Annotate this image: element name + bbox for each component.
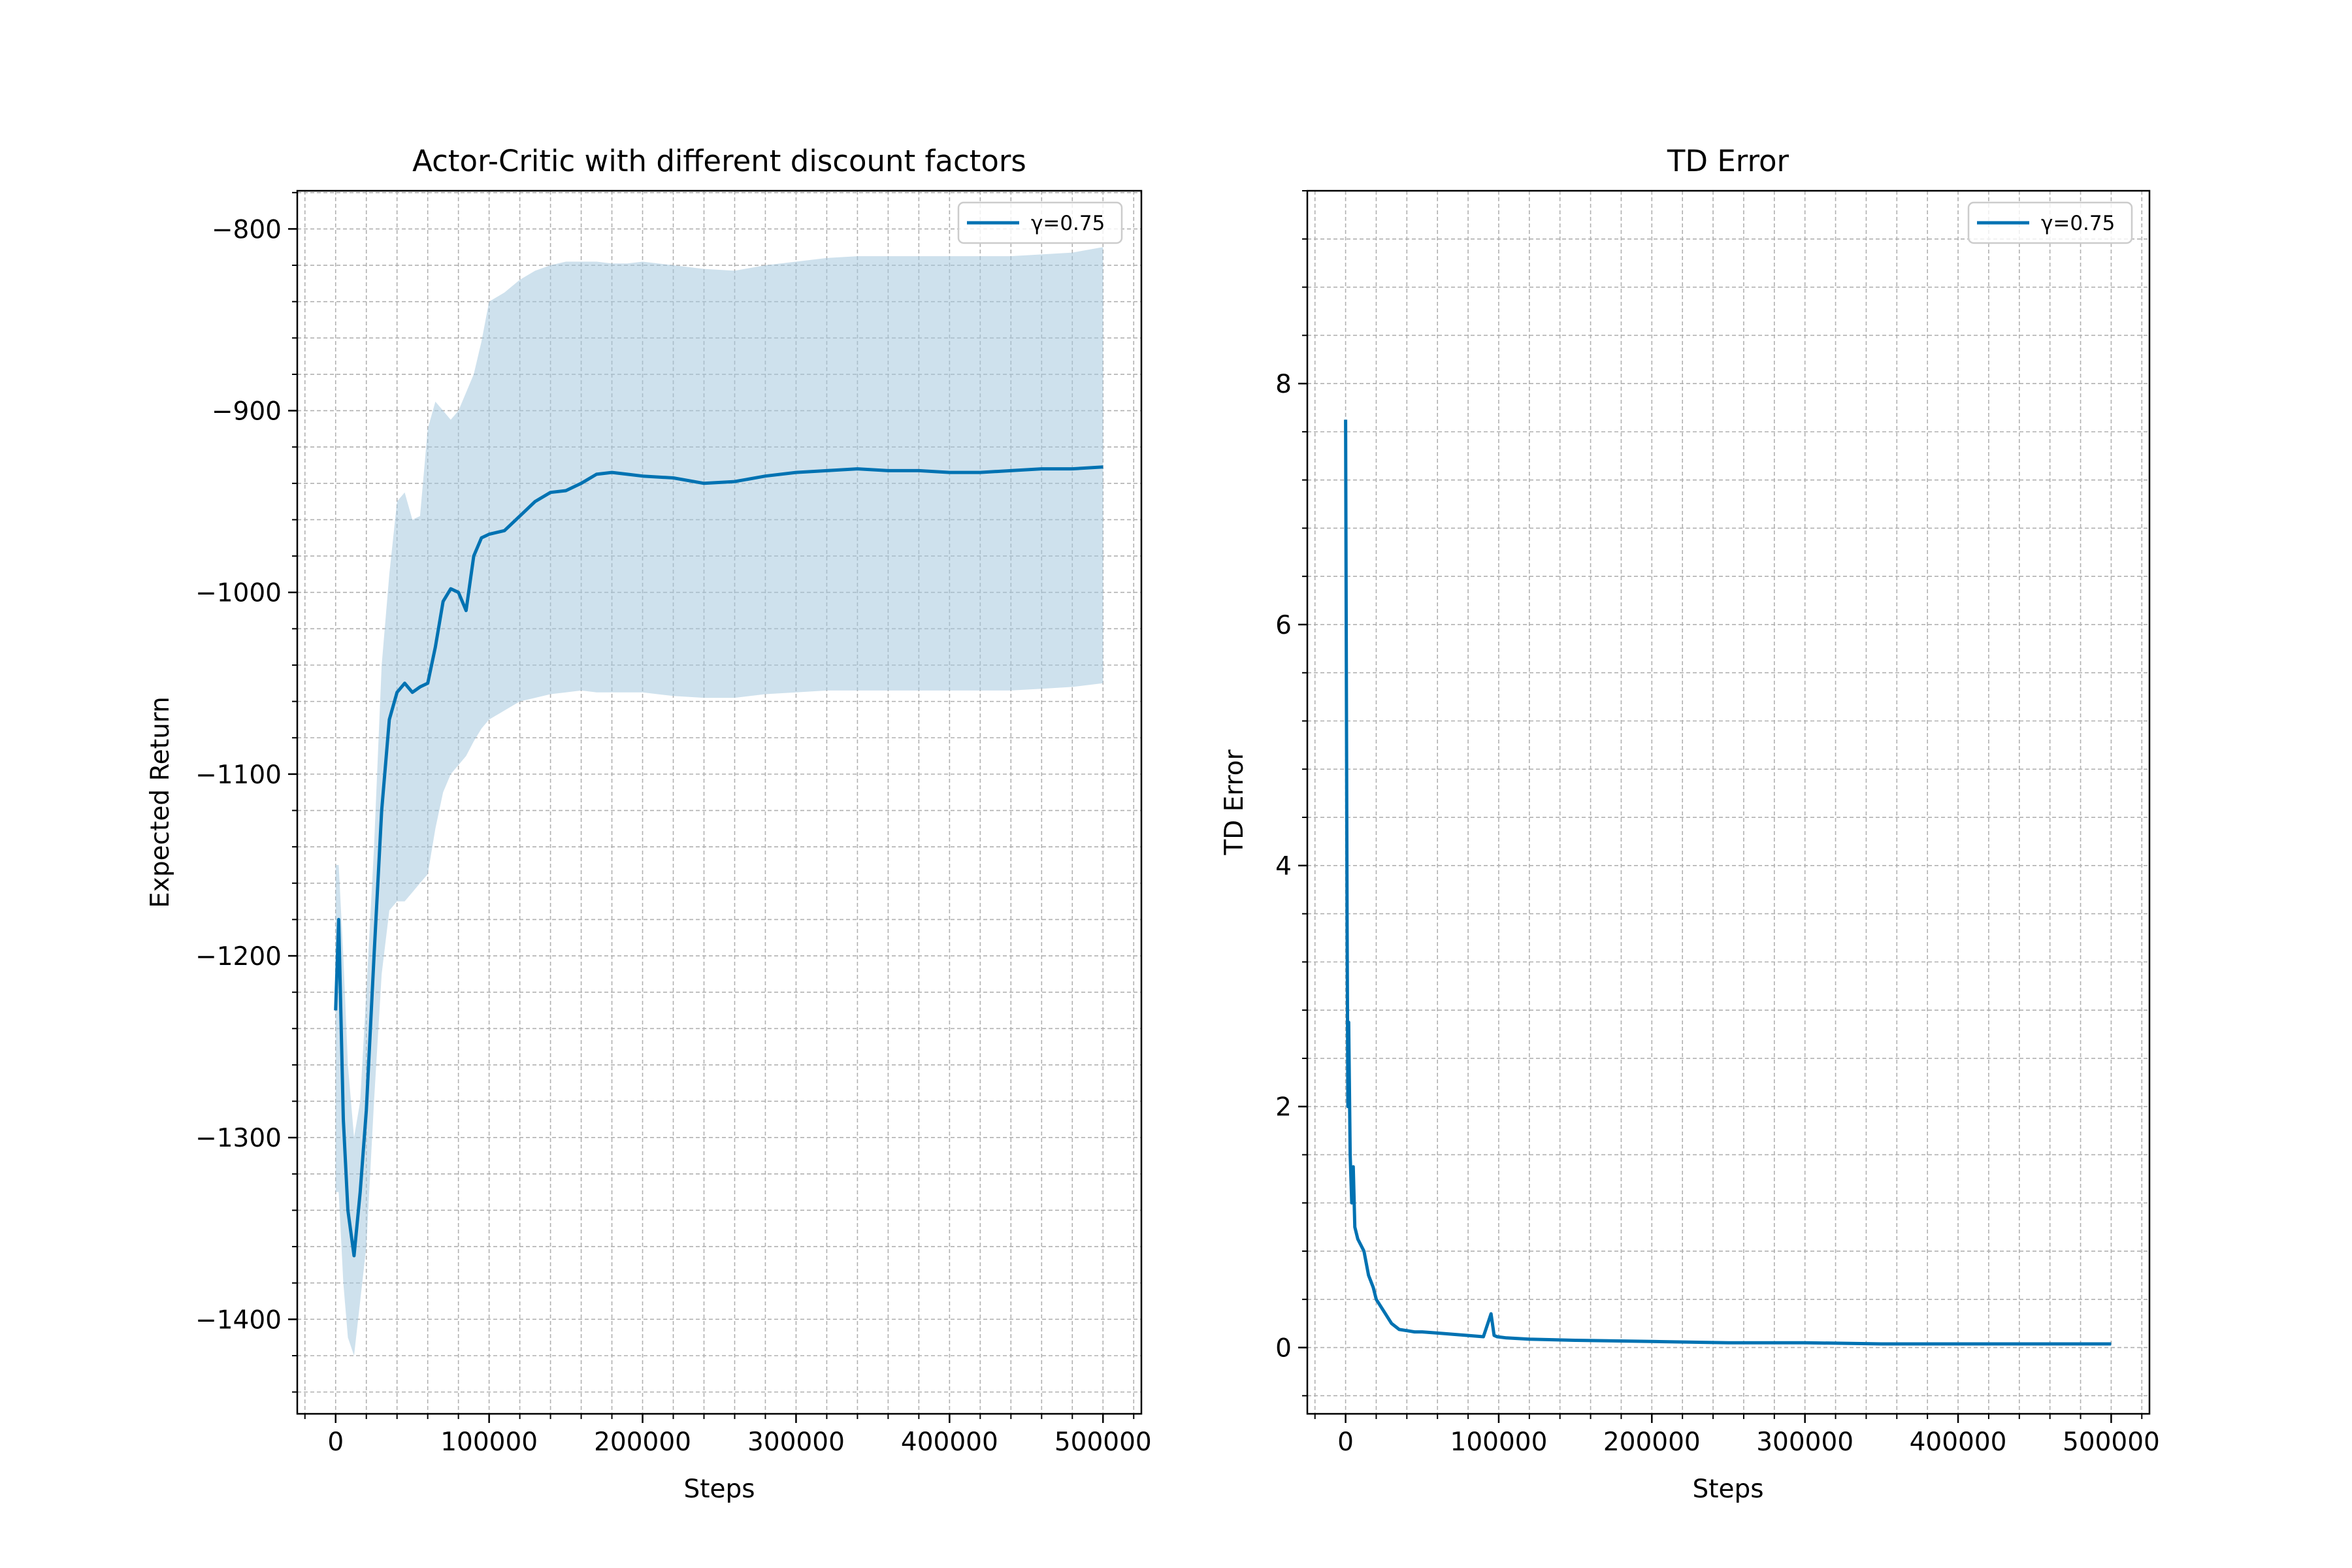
axis-ticks: 0 100000 200000 300000 400000 500000 0 2 4 6 8 [1275, 190, 2160, 1457]
y-tick-label: −900 [212, 397, 282, 427]
series-line [334, 465, 1103, 1258]
y-tick-label: −800 [212, 215, 282, 244]
legend-label: γ=0.75 [1031, 212, 1105, 235]
y-tick-label: −1400 [195, 1305, 282, 1335]
x-tick-label: 100000 [1450, 1428, 1548, 1457]
x-tick-label: 100000 [440, 1428, 538, 1457]
chart-panel-td-error: TD Error Steps TD Error 0 100000 200000 300… [1220, 144, 2160, 1504]
y-tick-label: 0 [1275, 1334, 1292, 1364]
series-lines [1344, 419, 2112, 1346]
y-tick-label: −1000 [195, 579, 282, 608]
x-tick-label: 200000 [594, 1428, 691, 1457]
y-tick-label: 6 [1275, 611, 1292, 640]
x-tick-label: 500000 [1054, 1428, 1152, 1457]
y-tick-label: 4 [1275, 852, 1292, 881]
plot-frame [296, 189, 1143, 1415]
std-band-area [335, 247, 1103, 1356]
grid [297, 191, 1141, 1414]
x-tick-label: 300000 [1756, 1428, 1854, 1457]
y-axis-label: TD Error [1220, 749, 1249, 855]
x-tick-label: 300000 [747, 1428, 845, 1457]
x-tick-label: 0 [327, 1428, 344, 1457]
confidence-band [335, 247, 1103, 1356]
y-tick-label: 8 [1275, 370, 1292, 399]
legend: γ=0.75 [957, 201, 1123, 244]
legend-box [957, 201, 1123, 244]
series-line [1344, 419, 2112, 1346]
x-axis-label: Steps [683, 1475, 755, 1504]
grid [1307, 190, 2149, 1414]
chart-panel-expected-return: Actor-Critic with different discount fac… [146, 144, 1152, 1504]
series-lines [334, 465, 1103, 1258]
x-tick-label: 400000 [1910, 1428, 2007, 1457]
y-tick-label: 2 [1275, 1093, 1292, 1122]
chart-title: Actor-Critic with different discount fac… [412, 144, 1026, 178]
y-axis-label: Expected Return [146, 696, 175, 908]
y-tick-label: −1300 [195, 1124, 282, 1153]
x-axis-label: Steps [1692, 1475, 1763, 1504]
legend: γ=0.75 [1967, 201, 2133, 244]
y-tick-label: −1100 [195, 760, 282, 790]
x-tick-label: 400000 [901, 1428, 998, 1457]
x-tick-label: 200000 [1603, 1428, 1701, 1457]
legend-box [1967, 201, 2133, 244]
y-tick-label: −1200 [195, 942, 282, 972]
legend-label: γ=0.75 [2041, 212, 2115, 235]
axis-ticks: 0 100000 200000 300000 400000 500000 −1400 −130… [195, 191, 1152, 1457]
x-tick-label: 0 [1337, 1428, 1354, 1457]
chart-title: TD Error [1667, 144, 1789, 178]
plot-frame [1306, 189, 2151, 1415]
x-tick-label: 500000 [2063, 1428, 2160, 1457]
